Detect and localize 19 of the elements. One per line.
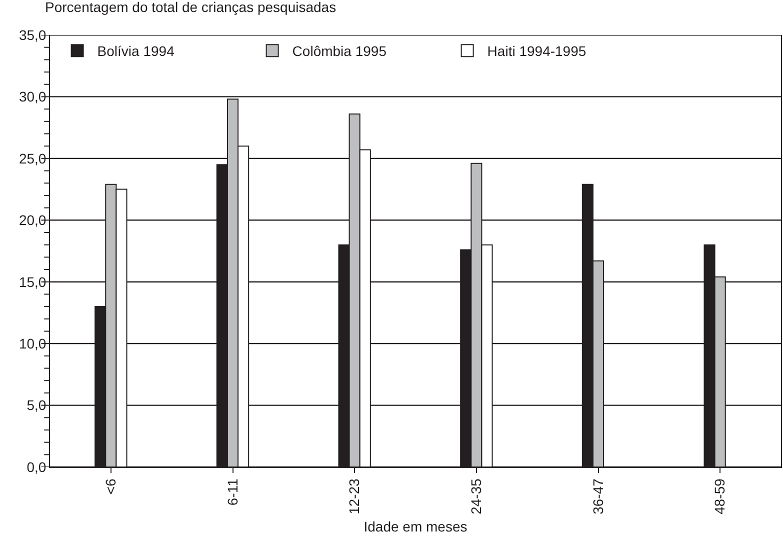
y-tick-label: 35,0 xyxy=(18,26,46,43)
x-tick-label: 6-11 xyxy=(224,478,240,506)
y-tick-label: 0,0 xyxy=(26,458,46,475)
legend-label: Haiti 1994-1995 xyxy=(487,43,586,60)
y-tick-label: 25,0 xyxy=(18,150,46,166)
y-axis-title: Porcentagem do total de crianças pesquisadas xyxy=(45,0,336,15)
y-tick-label: 20,0 xyxy=(18,212,46,228)
x-tick-label: <6 xyxy=(102,478,118,495)
x-tick-label: 12-23 xyxy=(346,478,362,514)
legend-label: Bolívia 1994 xyxy=(97,43,175,60)
y-tick-label: 15,0 xyxy=(18,274,46,290)
x-tick-label: 36-47 xyxy=(590,478,606,514)
legend-label: Colômbia 1995 xyxy=(292,43,387,60)
y-tick-label: 5,0 xyxy=(26,397,46,414)
y-tick-label: 30,0 xyxy=(18,88,46,105)
y-tick-label: 10,0 xyxy=(18,335,46,352)
x-axis-title: Idade em meses xyxy=(364,518,468,535)
x-tick-label: 48-59 xyxy=(712,478,728,514)
x-tick-label: 24-35 xyxy=(468,478,484,514)
